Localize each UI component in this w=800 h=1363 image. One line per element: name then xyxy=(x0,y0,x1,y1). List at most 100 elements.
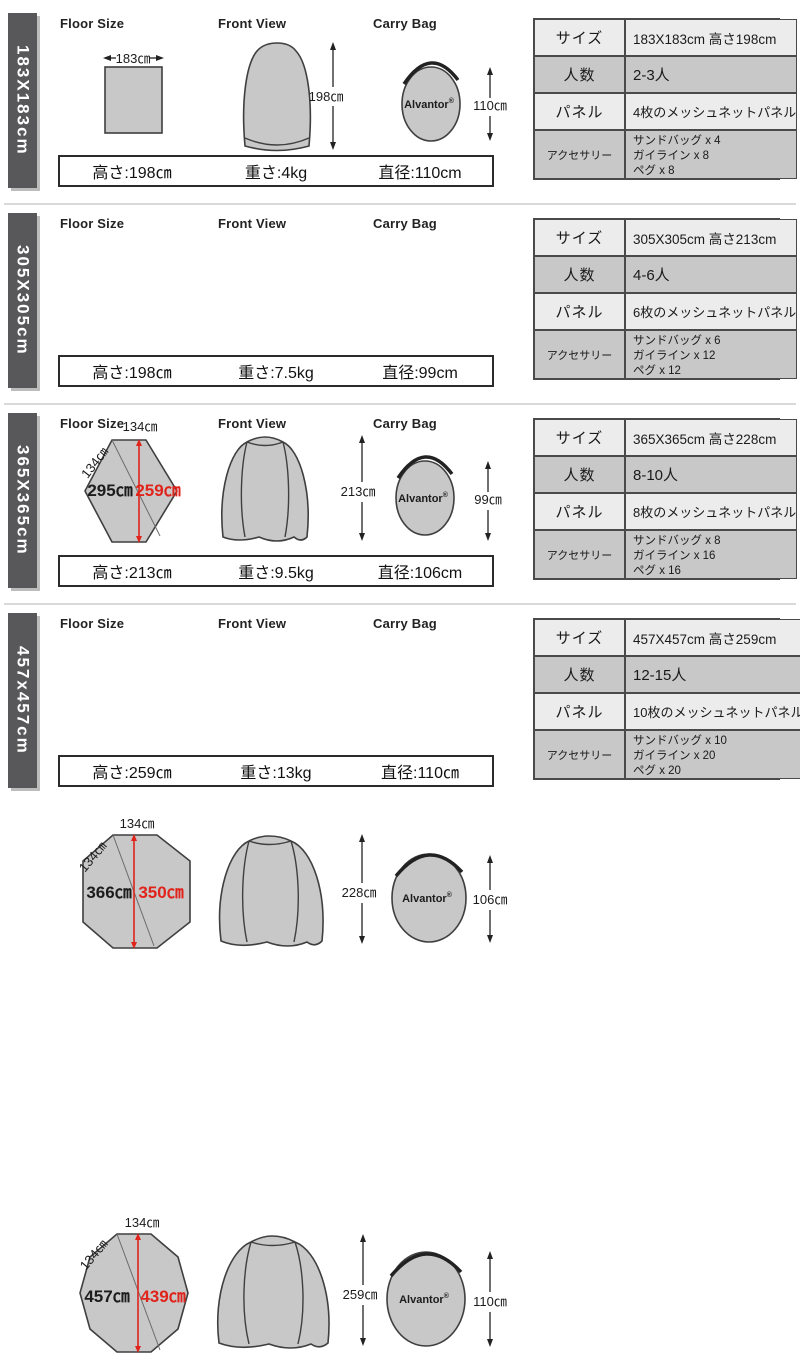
tent-outline xyxy=(218,835,324,947)
floor-width-label: 457㎝ xyxy=(84,1287,129,1306)
brand-logo: Alvantor® xyxy=(399,1292,450,1306)
spec-accessories-value: サンドバッグ x 6 ガイライン x 12 ペグ x 12 xyxy=(625,330,798,379)
dimension-bar: 高さ:198㎝ 重さ:7.5kg 直径:99cm xyxy=(58,355,494,387)
spec-accessories-value: サンドバッグ x 8 ガイライン x 16 ペグ x 16 xyxy=(625,530,798,579)
spec-panel-value: 6枚のメッシュネットパネル xyxy=(625,293,798,330)
spec-people-value: 2-3人 xyxy=(625,56,798,93)
size-label: 305X305cm xyxy=(13,245,33,356)
size-label-bar: 183X183cm xyxy=(8,13,37,188)
tent-height-label: 198㎝ xyxy=(309,89,344,104)
spec-accessories-label: アクセサリー xyxy=(534,130,625,179)
spec-size-label: サイズ xyxy=(534,619,625,656)
tent-floor-seam xyxy=(244,137,310,146)
bag-height-label: 110㎝ xyxy=(473,98,507,113)
floor-diagram-square: 183㎝ xyxy=(103,51,164,134)
size-label: 365X365cm xyxy=(13,445,33,556)
tent-seam-right xyxy=(282,441,290,538)
floor-diagram-hexagon: 134㎝ 134㎝ 295㎝ 259㎝ xyxy=(78,419,181,543)
height-value: 高さ:213㎝ xyxy=(92,565,172,582)
diameter-value: 直径:106cm xyxy=(377,565,463,582)
diameter-value: 直径:99cm xyxy=(382,365,458,382)
spec-table: サイズ 365X365cm 高さ228cm 人数 8-10人 パネル 8枚のメッ… xyxy=(533,418,798,580)
carry-bag-title: Carry Bag xyxy=(373,616,437,631)
spec-size-value: 305X305cm 高さ213cm xyxy=(625,219,798,256)
row-divider xyxy=(4,203,796,205)
carry-bag-diagram: Alvantor® 110㎝ xyxy=(401,61,507,142)
brand-logo: Alvantor® xyxy=(398,491,449,505)
carry-bag-title: Carry Bag xyxy=(373,16,437,31)
spec-size-value: 365X365cm 高さ228cm xyxy=(625,419,798,456)
floor-size-title: Floor Size xyxy=(60,416,125,431)
spec-people-value: 4-6人 xyxy=(625,256,798,293)
spec-people-label: 人数 xyxy=(534,656,625,693)
floor-width-label: 366㎝ xyxy=(86,883,131,902)
tent-seam-top xyxy=(246,441,284,447)
size-row-457: 457x457cm Floor Size Front View Carry Ba… xyxy=(0,600,800,1353)
size-label: 183X183cm xyxy=(13,45,33,156)
tent-height-label: 228㎝ xyxy=(342,885,377,900)
spec-people-label: 人数 xyxy=(534,256,625,293)
spec-accessories-value: サンドバッグ x 4 ガイライン x 8 ペグ x 8 xyxy=(625,130,798,179)
bag-handle xyxy=(396,455,454,479)
front-view-title: Front View xyxy=(218,216,287,231)
front-view-diagram: 228㎝ xyxy=(218,834,377,947)
tent-height-label: 259㎝ xyxy=(343,1287,378,1302)
height-value: 高さ:198㎝ xyxy=(92,165,172,182)
floor-diagram-octagon: 134㎝ 134㎝ 366㎝ 350㎝ xyxy=(76,816,191,949)
brand-logo: Alvantor® xyxy=(404,97,455,111)
bag-height-label: 110㎝ xyxy=(473,1294,507,1309)
front-view-diagram: 259㎝ xyxy=(217,1234,378,1349)
spec-table: サイズ 457X457cm 高さ259cm 人数 12-15人 パネル 10枚の… xyxy=(533,618,800,780)
bag-shape xyxy=(401,66,461,142)
spec-people-value: 12-15人 xyxy=(625,656,800,693)
carry-bag-title: Carry Bag xyxy=(373,416,437,431)
floor-inner-width-label: 350㎝ xyxy=(138,883,183,902)
spec-people-value: 8-10人 xyxy=(625,456,798,493)
weight-value: 重さ:13kg xyxy=(240,765,312,782)
weight-value: 重さ:4kg xyxy=(244,165,308,182)
floor-inner-width-label: 259㎝ xyxy=(135,481,180,500)
spec-accessories-label: アクセサリー xyxy=(534,730,625,779)
tent-height-label: 213㎝ xyxy=(341,484,376,499)
floor-size-title: Floor Size xyxy=(60,16,125,31)
bag-height-label: 99㎝ xyxy=(474,492,501,507)
spec-size-label: サイズ xyxy=(534,219,625,256)
spec-table: サイズ 183X183cm 高さ198cm 人数 2-3人 パネル 4枚のメッシ… xyxy=(533,18,798,180)
floor-diagram-decagon: 134㎝ 134㎝ 457㎝ 439㎝ xyxy=(77,1215,189,1353)
floor-width-label: 295㎝ xyxy=(87,481,132,500)
dimension-bar: 高さ:213㎝ 重さ:9.5kg 直径:106cm xyxy=(58,555,494,587)
spec-people-label: 人数 xyxy=(534,56,625,93)
spec-accessories-label: アクセサリー xyxy=(534,330,625,379)
tent-outline xyxy=(217,1235,330,1349)
diameter-value: 直径:110㎝ xyxy=(381,765,459,782)
height-value: 高さ:259㎝ xyxy=(92,765,172,782)
spec-table: サイズ 305X305cm 高さ213cm 人数 4-6人 パネル 6枚のメッシ… xyxy=(533,218,798,380)
front-view-title: Front View xyxy=(218,16,287,31)
size-row-365: 365X365cm Floor Size Front View Carry Ba… xyxy=(0,400,800,949)
floor-inner-width-label: 439㎝ xyxy=(140,1287,185,1306)
floor-top-width-label: 134㎝ xyxy=(123,419,158,434)
dimension-bar: 高さ:259㎝ 重さ:13kg 直径:110㎝ xyxy=(58,755,494,787)
spec-panel-label: パネル xyxy=(534,493,625,530)
carry-bag-title: Carry Bag xyxy=(373,216,437,231)
spec-size-value: 183X183cm 高さ198cm xyxy=(625,19,798,56)
floor-size-title: Floor Size xyxy=(60,216,125,231)
size-label-bar: 457x457cm xyxy=(8,613,37,788)
floor-shape xyxy=(84,439,178,543)
carry-bag-diagram: Alvantor® 106㎝ xyxy=(391,853,508,943)
spec-panel-value: 4枚のメッシュネットパネル xyxy=(625,93,798,130)
size-row-183: 183X183cm Floor Size Front View Carry Ba… xyxy=(0,0,800,200)
height-value: 高さ:198㎝ xyxy=(92,365,172,382)
carry-bag-diagram: Alvantor® 110㎝ xyxy=(386,1251,507,1347)
spec-panel-label: パネル xyxy=(534,293,625,330)
spec-panel-label: パネル xyxy=(534,693,625,730)
front-view-diagram: 213㎝ xyxy=(221,435,376,542)
spec-people-label: 人数 xyxy=(534,456,625,493)
front-view-title: Front View xyxy=(218,616,287,631)
dimension-bar: 高さ:198㎝ 重さ:4kg 直径:110cm xyxy=(58,155,494,187)
weight-value: 重さ:7.5kg xyxy=(238,365,314,382)
bag-height-label: 106㎝ xyxy=(473,892,508,907)
bag-shape xyxy=(395,460,455,536)
spec-panel-value: 10枚のメッシュネットパネル xyxy=(625,693,800,730)
